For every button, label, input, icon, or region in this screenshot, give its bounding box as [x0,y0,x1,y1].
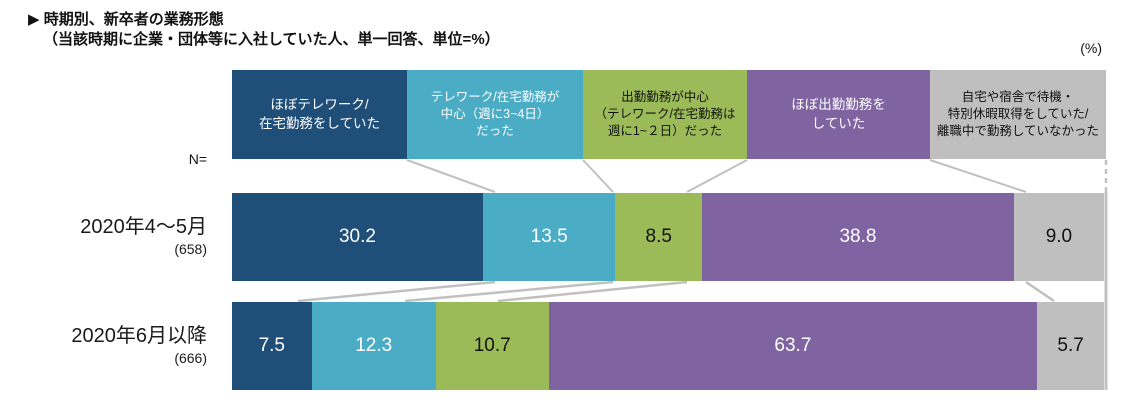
bar-segment: 7.5 [232,302,312,390]
legend-item: ほぼテレワーク/在宅勤務をしていた [232,70,407,159]
bar-segment: 9.0 [1013,193,1104,281]
category-label: 2020年6月以降 [71,325,207,347]
bar-segment: 13.5 [482,193,616,281]
bar-segment-value: 30.2 [338,226,376,247]
bar-segment-value: 10.7 [473,335,511,356]
bar-segment-value: 13.5 [530,226,568,247]
legend-item: 出勤勤務が中心 （テレワーク/在宅勤務は 週に1~２日）だった [583,70,747,159]
legend-item: テレワーク/在宅勤務が 中心（週に3~4日） だった [407,70,583,159]
bar-segment-value: 12.3 [355,335,393,356]
legend-item: 自宅や宿舎で待機・ 特別休暇取得をしていた/離職中で勤務していなかった [930,70,1106,159]
bar-segment-value: 8.5 [645,226,672,247]
title-line2: （当該時期に企業・団体等に入社していた人、単一回答、単位=%） [43,30,500,48]
bar-segment: 38.8 [702,193,1014,281]
category-n: (666) [174,350,207,366]
n-equals-label: N= [188,151,207,167]
bar-segment-value: 7.5 [258,335,285,356]
bar-segment: 5.7 [1037,302,1105,390]
bar-segment: 30.2 [232,193,483,281]
bar-segment-value: 38.8 [839,226,877,247]
bar-2020-jun-onward: 7.5 12.3 10.7 63.7 5.7 [232,302,1105,390]
bar-segment: 10.7 [435,302,549,390]
bar-segment: 12.3 [311,302,436,390]
bar-segment-value: 9.0 [1045,226,1073,247]
title-line1: ▶ 時期別、新卒者の業務形態 [28,11,224,28]
category-label: 2020年4～5月 [80,216,207,238]
row-label-2020-jun-onward: 2020年6月以降 (666) [0,323,207,368]
category-n: (658) [174,241,207,257]
row-label-2020-apr-may: 2020年4～5月 (658) [0,214,207,259]
legend-item: ほぼ出勤勤務を していた [747,70,930,159]
unit-label: (%) [1080,40,1102,56]
bar-segment-value: 5.7 [1057,335,1084,356]
bar-segment-value: 63.7 [774,335,812,356]
bar-2020-apr-may: 30.2 13.5 8.5 38.8 9.0 [232,193,1104,281]
page-title: ▶ 時期別、新卒者の業務形態 （当該時期に企業・団体等に入社していた人、単一回答… [28,10,500,49]
bar-segment: 63.7 [548,302,1038,390]
legend-row: ほぼテレワーク/在宅勤務をしていた テレワーク/在宅勤務が 中心（週に3~4日） だっ… [232,70,1106,159]
bar-segment: 8.5 [615,193,703,281]
